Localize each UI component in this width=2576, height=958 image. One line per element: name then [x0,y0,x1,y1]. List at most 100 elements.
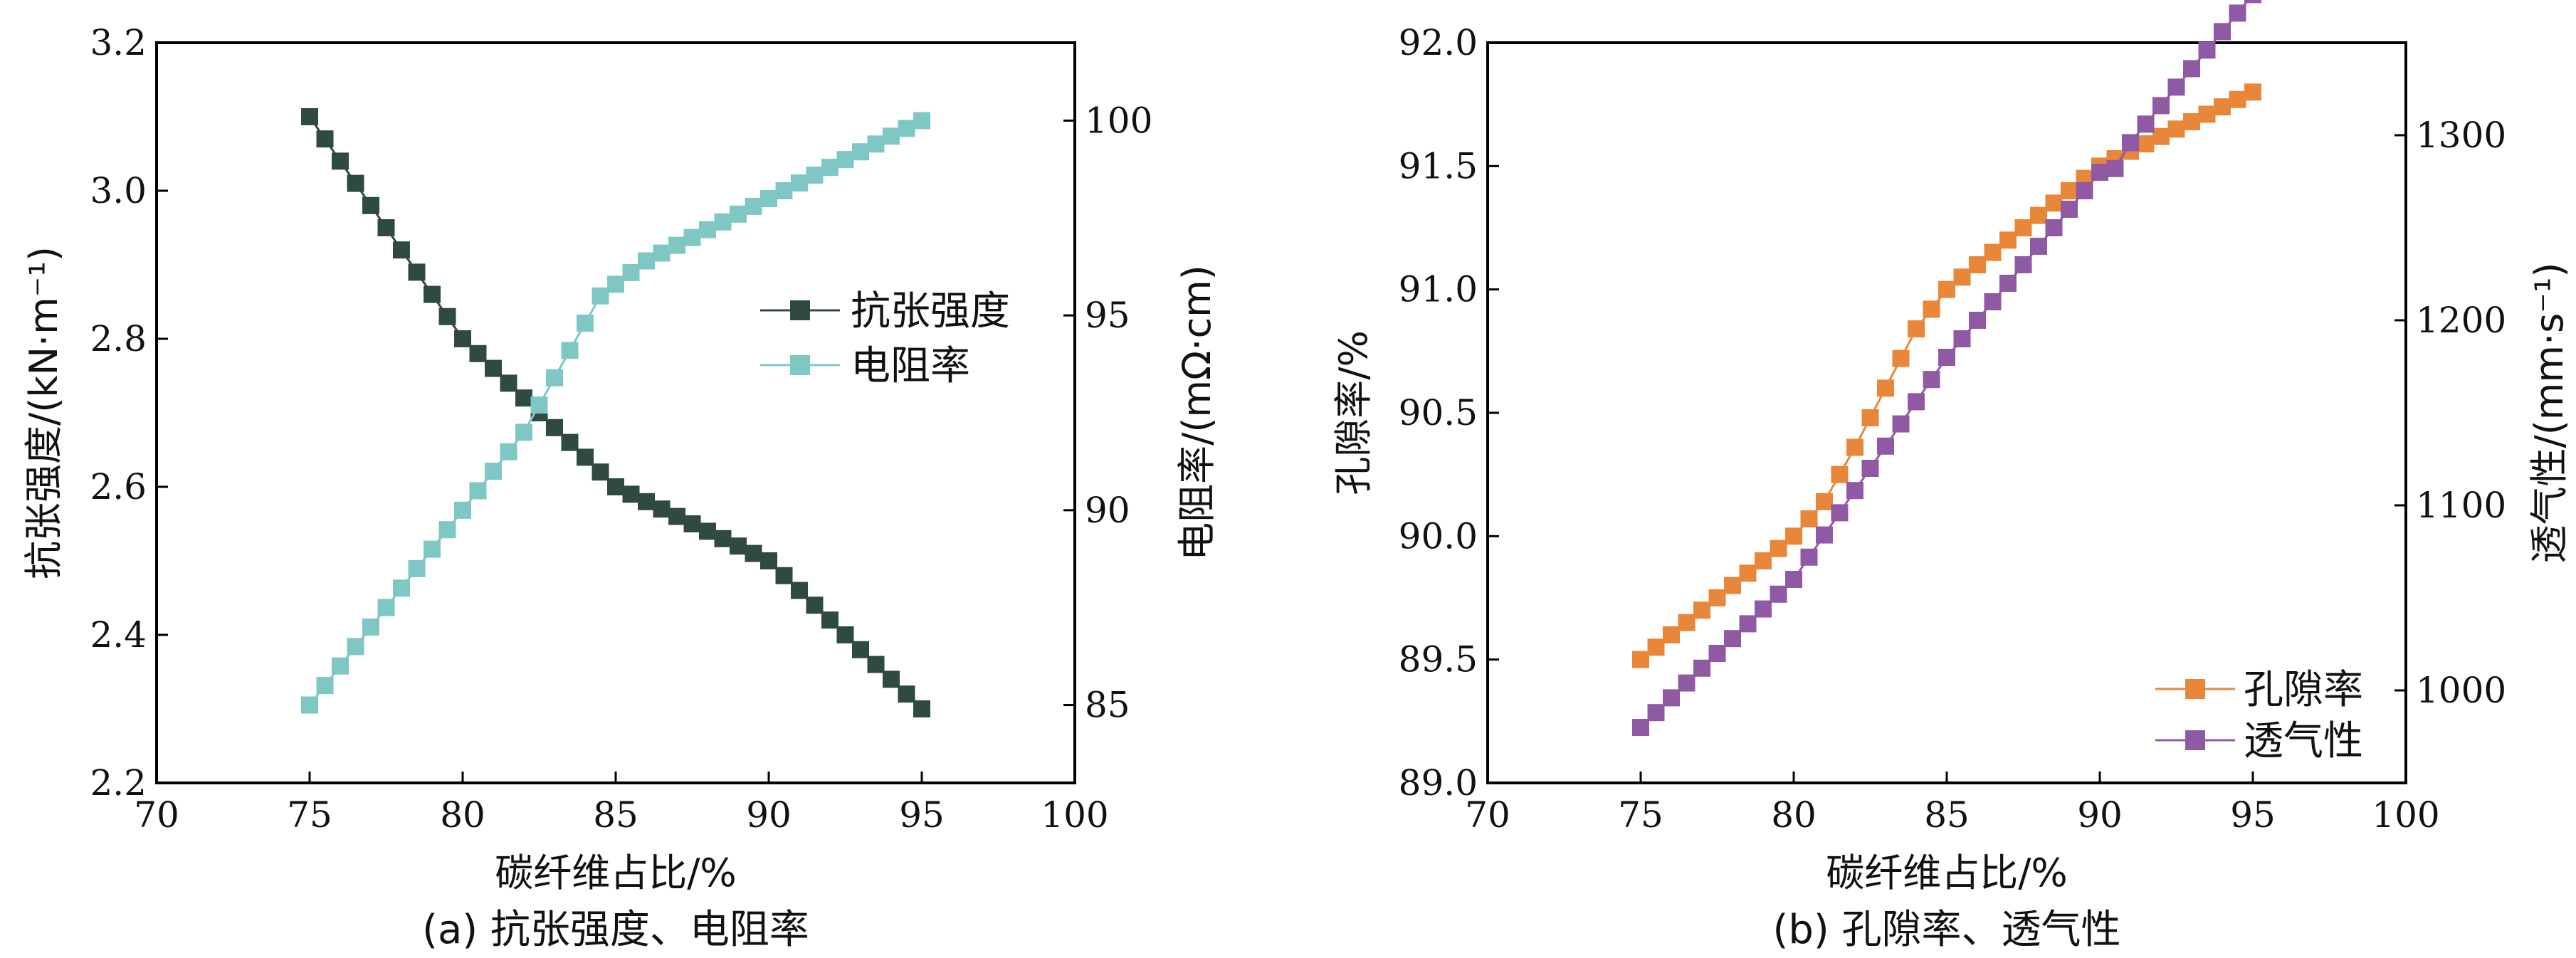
panel-a-right-y-tick-label: 100 [1085,100,1152,141]
panel-b-series-0-point [1708,589,1726,606]
panel-a-series-1-point [577,315,594,332]
panel-a-series-0-point [393,241,410,259]
panel-b-series-1-point [1999,275,2017,292]
panel-b-series-0-point [1908,320,1925,338]
panel-a-series-1-point [500,443,517,460]
panel-b-right-y-tick-label: 1000 [2416,670,2506,711]
panel-a-series-1-point [438,521,456,539]
panel-b-series-1-point [2091,164,2108,181]
panel-a-series-1-point [683,228,701,246]
panel-a-series-1-point [760,189,777,207]
panel-a-series-0-point [745,544,762,562]
panel-b-series-0-point [1861,409,1879,426]
panel-b-series-0-point [2198,105,2216,123]
panel-b-left-y-ticks: 89.0 89.5 90.0 90.5 91.0 91.5 92.0 [1399,22,1499,804]
panel-b-series-0-point [1923,300,1940,318]
panel-a-series-1-point [775,182,793,199]
panel-a-series-1-point [393,579,410,597]
panel-a: 70 75 80 85 90 95 100 2.2 2.4 2.6 2.8 3.0 3.2 85 90 9… [21,22,1219,953]
panel-b-series-1-point [2061,201,2078,218]
panel-b-legend-label-porosity: 孔隙率 [2244,667,2363,713]
panel-b-series-1-point [2244,0,2261,4]
panel-b-series-0-point [1969,256,1986,273]
panel-b-series-0-point [2183,112,2200,130]
panel-b-series-1-point [2076,182,2093,199]
panel-b-right-y-tick-label: 1100 [2416,485,2506,526]
panel-a-x-tick-label: 90 [746,794,792,836]
panel-b-series-1-point [1632,719,1649,736]
panel-a-left-y-tick-label: 2.2 [90,762,147,804]
panel-b-left-y-tick-label: 91.0 [1399,269,1478,310]
panel-a-x-tick-label: 70 [134,794,179,836]
panel-b-series-1-point [1693,659,1710,677]
panel-b-x-ticks: 70 75 80 85 90 95 100 [1465,772,2440,836]
panel-b-x-tick-label: 95 [2230,794,2276,836]
panel-a-x-axis-label: 碳纤维占比/% [495,851,737,895]
panel-a-series-0-point [424,285,441,303]
panel-a-series-0-point [638,493,655,510]
panel-b-left-y-axis-label: 孔隙率/% [1331,330,1376,495]
panel-b-series-0-point [1816,493,1833,510]
panel-b-x-tick-label: 85 [1924,794,1970,836]
panel-b-series-0-point [1755,552,1772,569]
panel-b-right-y-tick-label: 1300 [2416,115,2506,156]
panel-a-series-1-point [301,696,318,714]
panel-b-series-1-point [1831,504,1849,522]
panel-b-series-1-point [2122,134,2139,152]
panel-b-x-tick-label: 80 [1771,794,1817,836]
panel-a-series-0-point [592,463,609,481]
panel-b-caption: (b) 孔隙率、透气性 [1772,907,2120,953]
panel-b-series-1-point [2214,23,2231,41]
panel-b-series-0-point [1632,651,1649,668]
panel-a-series-1-point [791,174,808,192]
panel-a-legend-label-resistivity: 电阻率 [851,343,970,389]
panel-a-series [301,108,930,717]
panel-b-series-1-point [1953,330,1971,347]
panel-a-series-0-point [806,596,824,614]
panel-a-series-0-point [821,611,838,629]
panel-a-series-1-point [424,540,441,558]
panel-b-series-1-point [1678,674,1696,692]
panel-a-series-1-point [913,112,930,130]
panel-b-series-1-point [1708,645,1726,662]
panel-b-left-y-tick-label: 89.5 [1399,639,1478,680]
panel-b-series-1-point [1908,393,1925,411]
panel-a-series-0-point [898,685,915,703]
panel-a-series-1-point [316,677,334,695]
panel-b-series-0-point [1663,626,1680,643]
panel-b-series-1-point [1938,349,1955,366]
panel-b-series-0-point [1892,349,1910,367]
panel-a-x-tick-label: 95 [899,794,945,836]
panel-b-series-1-point [1846,482,1863,500]
panel-b-series-0-point [2244,83,2261,101]
panel-b-series-1-point [2106,159,2124,177]
panel-b-series-1-point [1724,630,1741,648]
panel-a-series-0-point [775,567,793,584]
panel-b-series-1-point [2137,115,2155,133]
panel-a-series-0-point [500,374,517,392]
panel-a-series-1-point [699,221,716,238]
panel-b-x-axis-label: 碳纤维占比/% [1826,851,2068,895]
panel-a-right-y-tick-label: 95 [1085,295,1130,336]
panel-a-series-1-point [714,213,732,231]
panel-a-series-1-point [607,275,624,293]
panel-a-left-y-tick-label: 3.0 [90,170,147,211]
panel-a-legend-marker-resistivity [790,355,810,375]
panel-b-series-0-point [1770,539,1787,557]
panel-a-legend-marker-tensile [790,300,810,320]
panel-b-legend-label-permeability: 透气性 [2244,718,2363,764]
panel-b-series-1-point [1984,293,2002,310]
panel-a-series-1-point [347,638,364,656]
panel-a-series-1-point [332,657,349,675]
panel-a-caption: (a) 抗张强度、电阻率 [422,907,809,953]
panel-b-left-y-tick-label: 89.0 [1399,762,1478,804]
panel-a-series-1-point [898,120,915,137]
panel-b-x-tick-label: 70 [1465,794,1510,836]
panel-b-legend-marker-porosity [2185,679,2205,699]
panel-b-series-1-point [1663,689,1680,707]
panel-a-left-y-tick-label: 2.6 [90,466,147,507]
panel-b-series-0-point [1938,280,1955,298]
panel-a-series-0-point [408,263,426,281]
panel-b-series-1-point [2198,41,2216,59]
panel-a-series-0-point [438,307,456,325]
